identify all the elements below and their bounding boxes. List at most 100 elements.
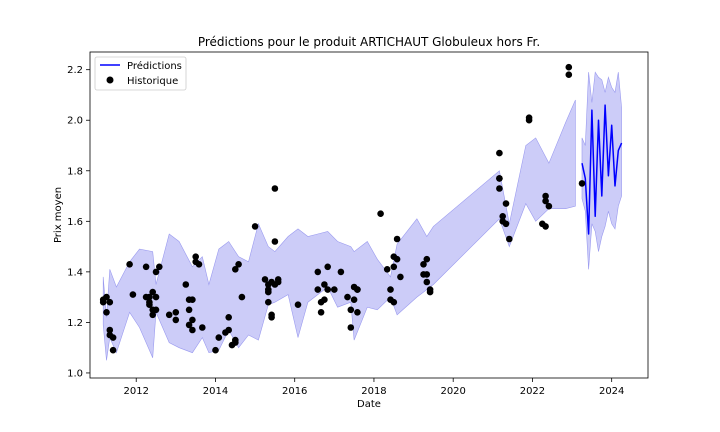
history-point <box>344 293 351 301</box>
history-point <box>126 261 133 268</box>
history-point <box>99 298 107 306</box>
history-point <box>195 261 203 268</box>
prediction-band <box>581 71 622 270</box>
history-point <box>502 200 510 207</box>
history-point <box>502 220 510 228</box>
y-tick-label: 1.0 <box>67 368 83 379</box>
history-point <box>106 298 114 306</box>
history-point <box>261 276 269 283</box>
history-point <box>232 336 239 344</box>
history-point <box>172 316 180 324</box>
x-tick-label: 2024 <box>599 386 624 397</box>
prediction-line <box>581 104 623 235</box>
legend-marker-swatch <box>106 76 114 84</box>
y-tick-label: 2.0 <box>67 116 83 127</box>
history-point <box>149 311 156 319</box>
history-point <box>542 197 549 205</box>
x-tick-label: 2012 <box>123 386 148 397</box>
history-point <box>565 71 573 78</box>
history-point <box>423 255 431 263</box>
history-point <box>578 180 586 187</box>
y-tick-label: 1.4 <box>67 267 83 278</box>
history-point <box>185 306 193 314</box>
history-point <box>251 223 259 230</box>
history-point <box>496 149 503 157</box>
history-point <box>271 238 279 245</box>
history-point <box>146 293 153 301</box>
history-point <box>215 334 223 341</box>
history-point <box>393 255 401 263</box>
history-point <box>420 261 427 268</box>
history-point <box>182 281 190 288</box>
history-point <box>109 334 117 341</box>
history-point <box>331 286 338 293</box>
history-point <box>172 309 180 316</box>
history-point <box>225 314 232 321</box>
history-point <box>189 326 196 334</box>
history-point <box>565 63 573 71</box>
history-point <box>265 298 272 306</box>
history-point <box>317 309 325 316</box>
history-point <box>152 268 160 276</box>
y-axis-label: Prix moyen <box>53 187 64 243</box>
history-point <box>106 326 114 334</box>
y-tick-label: 1.2 <box>67 318 83 329</box>
history-point <box>377 210 384 217</box>
history-point <box>542 223 549 230</box>
history-point <box>265 288 272 296</box>
history-point <box>321 296 328 304</box>
history-point <box>146 298 153 306</box>
history-point <box>324 286 332 293</box>
chart-title: Prédictions pour le produit ARTICHAUT Gl… <box>198 35 540 49</box>
history-series <box>99 63 586 354</box>
history-point <box>423 278 431 286</box>
history-point <box>397 273 404 281</box>
history-point <box>545 202 553 210</box>
x-tick-label: 2020 <box>440 386 465 397</box>
history-point <box>103 293 110 301</box>
plot-frame <box>89 51 649 379</box>
y-tick-label: 2.2 <box>67 65 83 76</box>
x-tick-label: 2018 <box>361 386 386 397</box>
y-tick-label: 1.6 <box>67 217 83 228</box>
history-point <box>506 235 513 243</box>
history-point <box>347 324 355 331</box>
history-point <box>337 268 345 276</box>
history-point <box>423 271 431 278</box>
x-axis: 2012 2014 2016 2018 2020 2022 2024 <box>123 378 624 397</box>
history-point <box>192 253 199 260</box>
history-point <box>390 298 398 306</box>
history-point <box>235 261 242 268</box>
history-point <box>426 286 434 293</box>
x-tick-label: 2014 <box>203 386 228 397</box>
history-point <box>314 286 322 293</box>
history-point <box>499 213 507 220</box>
history-point <box>321 281 328 288</box>
history-band <box>102 99 576 361</box>
legend: Prédictions Historique <box>94 56 187 91</box>
history-point <box>103 309 110 316</box>
y-tick-label: 1.8 <box>67 166 83 177</box>
history-point <box>383 266 391 273</box>
history-point <box>354 286 361 293</box>
history-point <box>189 316 196 324</box>
history-point <box>129 291 137 298</box>
history-point <box>274 278 282 286</box>
y-axis: 1.0 1.2 1.4 1.6 1.8 2.0 2.2 <box>67 65 90 379</box>
history-point <box>393 235 401 243</box>
history-point <box>238 293 246 301</box>
history-point <box>525 116 533 124</box>
x-axis-label: Date <box>357 399 381 410</box>
history-point <box>324 263 332 271</box>
history-point <box>314 268 322 276</box>
history-point <box>350 296 358 304</box>
history-point <box>496 175 503 182</box>
history-point <box>390 263 398 271</box>
history-point <box>347 306 355 314</box>
history-point <box>294 301 302 309</box>
history-point <box>156 263 163 271</box>
prediction-series <box>581 104 623 235</box>
history-point <box>149 288 156 296</box>
legend-label-history: Historique <box>127 76 178 87</box>
